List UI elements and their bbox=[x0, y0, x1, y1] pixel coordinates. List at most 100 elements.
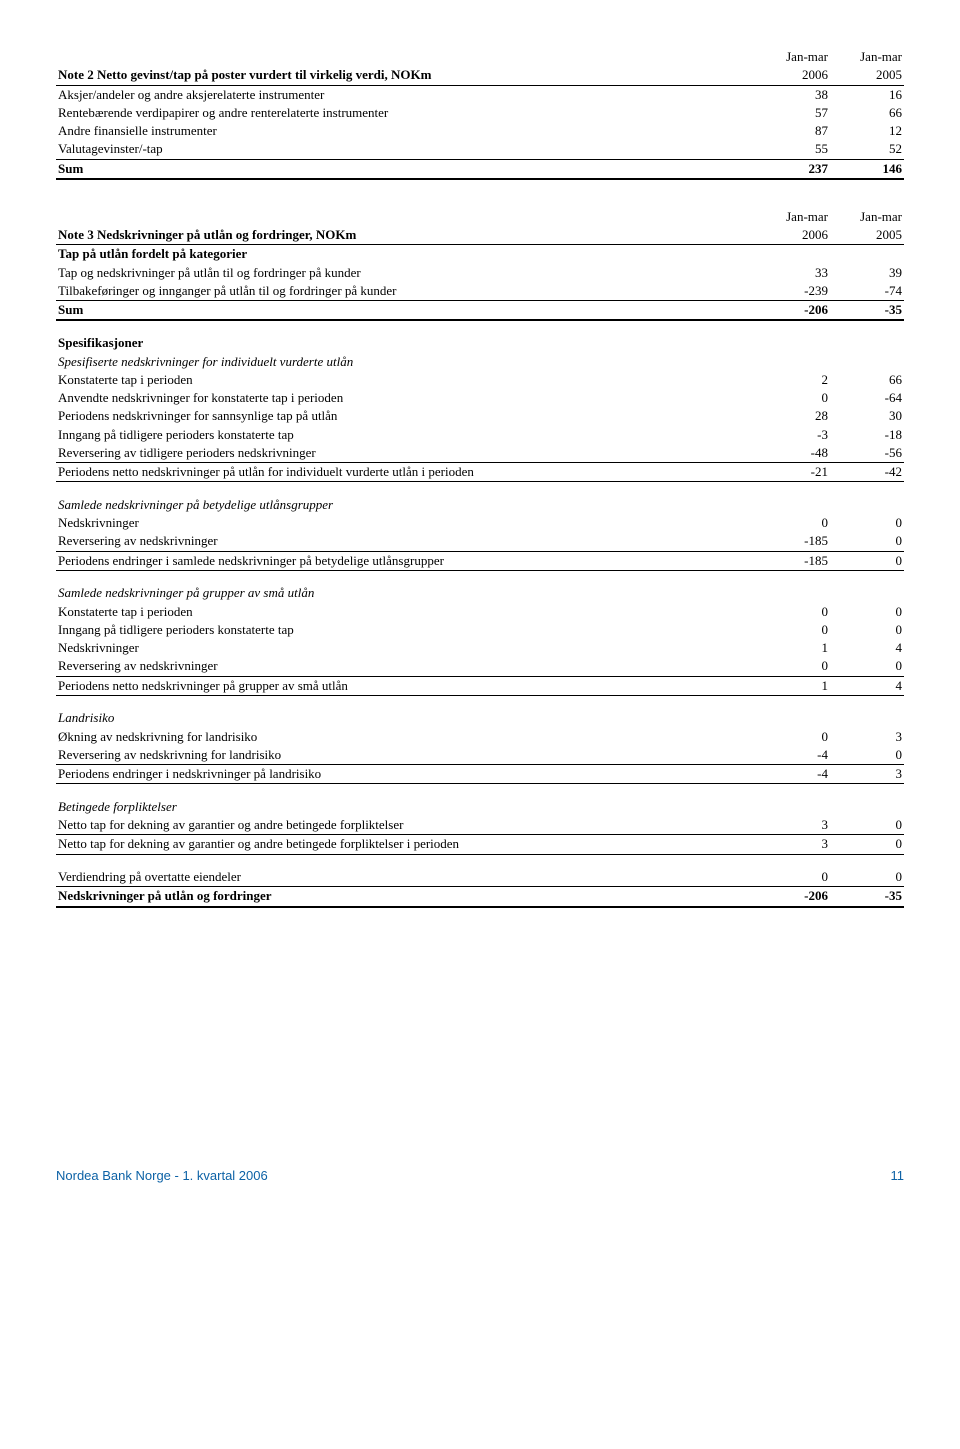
note3-table: Jan-mar Jan-mar Note 3 Nedskrivninger på… bbox=[56, 208, 904, 908]
year: 2005 bbox=[830, 226, 904, 245]
table-row: Netto tap for dekning av garantier og an… bbox=[56, 816, 904, 835]
final-value: -206 bbox=[756, 887, 830, 907]
final-row: Nedskrivninger på utlån og fordringer-20… bbox=[56, 887, 904, 907]
footer-page-number: 11 bbox=[891, 1168, 905, 1183]
table-row: Periodens nedskrivninger for sannsynlige… bbox=[56, 407, 904, 425]
table-row: Konstaterte tap i perioden00 bbox=[56, 603, 904, 621]
row-value: 0 bbox=[756, 389, 830, 407]
row-label: Konstaterte tap i perioden bbox=[56, 603, 756, 621]
table-row: Reversering av nedskrivninger-1850 bbox=[56, 532, 904, 551]
row-value: -4 bbox=[756, 765, 830, 784]
subtotal-row: Netto tap for dekning av garantier og an… bbox=[56, 835, 904, 854]
row-value: 66 bbox=[830, 104, 904, 122]
row-value: -64 bbox=[830, 389, 904, 407]
col-header: Jan-mar bbox=[830, 48, 904, 66]
row-value: 0 bbox=[756, 657, 830, 676]
row-label: Tap og nedskrivninger på utlån til og fo… bbox=[56, 264, 756, 282]
table-row: Reversering av nedskrivninger00 bbox=[56, 657, 904, 676]
table-row: Tilbakeføringer og innganger på utlån ti… bbox=[56, 282, 904, 301]
sum-label: Sum bbox=[56, 159, 756, 179]
table-row: Inngang på tidligere perioders konstater… bbox=[56, 621, 904, 639]
sum-value: -35 bbox=[830, 301, 904, 321]
row-value: -42 bbox=[830, 463, 904, 482]
row-value: 0 bbox=[830, 746, 904, 765]
year: 2006 bbox=[756, 66, 830, 85]
table-row: Valutagevinster/-tap 55 52 bbox=[56, 140, 904, 159]
note2-table: Jan-mar Jan-mar Note 2 Netto gevinst/tap… bbox=[56, 48, 904, 180]
row-value: 33 bbox=[756, 264, 830, 282]
row-value: 28 bbox=[756, 407, 830, 425]
row-value: 39 bbox=[830, 264, 904, 282]
row-value: -18 bbox=[830, 426, 904, 444]
row-label: Periodens netto nedskrivninger på gruppe… bbox=[56, 676, 756, 695]
row-value: 66 bbox=[830, 371, 904, 389]
row-label: Økning av nedskrivning for landrisiko bbox=[56, 728, 756, 746]
final-label: Nedskrivninger på utlån og fordringer bbox=[56, 887, 756, 907]
subtotal-row: Periodens netto nedskrivninger på gruppe… bbox=[56, 676, 904, 695]
row-value: 3 bbox=[830, 728, 904, 746]
row-value: -74 bbox=[830, 282, 904, 301]
row-label: Netto tap for dekning av garantier og an… bbox=[56, 816, 756, 835]
row-value: 30 bbox=[830, 407, 904, 425]
row-value: 0 bbox=[756, 514, 830, 532]
row-label: Reversering av nedskrivninger bbox=[56, 657, 756, 676]
row-label: Nedskrivninger bbox=[56, 514, 756, 532]
row-value: -185 bbox=[756, 532, 830, 551]
spes-title: Spesifikasjoner bbox=[56, 334, 756, 352]
row-value: 0 bbox=[756, 868, 830, 887]
row-value: 0 bbox=[756, 603, 830, 621]
sum-label: Sum bbox=[56, 301, 756, 321]
row-value: -56 bbox=[830, 444, 904, 463]
col-header: Jan-mar bbox=[830, 208, 904, 226]
row-value: 55 bbox=[756, 140, 830, 159]
subhead-row: Tap på utlån fordelt på kategorier bbox=[56, 245, 904, 264]
row-value: 38 bbox=[756, 85, 830, 104]
row-label: Reversering av nedskrivninger bbox=[56, 532, 756, 551]
row-label: Konstaterte tap i perioden bbox=[56, 371, 756, 389]
row-value: -3 bbox=[756, 426, 830, 444]
row-value: 57 bbox=[756, 104, 830, 122]
sum-value: 237 bbox=[756, 159, 830, 179]
row-label: Andre finansielle instrumenter bbox=[56, 122, 756, 140]
row-label: Reversering av tidligere perioders nedsk… bbox=[56, 444, 756, 463]
row-value: 0 bbox=[830, 514, 904, 532]
row-label: Periodens endringer i nedskrivninger på … bbox=[56, 765, 756, 784]
row-label: Periodens nedskrivninger for sannsynlige… bbox=[56, 407, 756, 425]
row-value: 3 bbox=[756, 835, 830, 854]
row-value: 0 bbox=[830, 551, 904, 570]
row-value: 0 bbox=[830, 835, 904, 854]
year: 2005 bbox=[830, 66, 904, 85]
sum-value: -206 bbox=[756, 301, 830, 321]
row-value: -239 bbox=[756, 282, 830, 301]
spes2-title: Samlede nedskrivninger på betydelige utl… bbox=[56, 496, 756, 514]
row-value: 3 bbox=[830, 765, 904, 784]
page-footer: Nordea Bank Norge - 1. kvartal 2006 11 bbox=[56, 1168, 904, 1183]
row-value: 1 bbox=[756, 676, 830, 695]
sum-row: Sum 237 146 bbox=[56, 159, 904, 179]
col-header: Jan-mar bbox=[756, 48, 830, 66]
row-label: Anvendte nedskrivninger for konstaterte … bbox=[56, 389, 756, 407]
spes3-title: Samlede nedskrivninger på grupper av små… bbox=[56, 584, 756, 602]
final-value: -35 bbox=[830, 887, 904, 907]
row-value: 0 bbox=[756, 621, 830, 639]
table-row: Økning av nedskrivning for landrisiko03 bbox=[56, 728, 904, 746]
row-value: 1 bbox=[756, 639, 830, 657]
row-label: Netto tap for dekning av garantier og an… bbox=[56, 835, 756, 854]
row-value: 16 bbox=[830, 85, 904, 104]
land-title: Landrisiko bbox=[56, 709, 756, 727]
subtotal-row: Periodens endringer i nedskrivninger på … bbox=[56, 765, 904, 784]
table-row: Konstaterte tap i perioden266 bbox=[56, 371, 904, 389]
bet-title: Betingede forpliktelser bbox=[56, 798, 756, 816]
table-row: Rentebærende verdipapirer og andre rente… bbox=[56, 104, 904, 122]
subtotal-row: Periodens endringer i samlede nedskrivni… bbox=[56, 551, 904, 570]
row-value: 0 bbox=[756, 728, 830, 746]
subtotal-row: Periodens netto nedskrivninger på utlån … bbox=[56, 463, 904, 482]
table-row: Tap og nedskrivninger på utlån til og fo… bbox=[56, 264, 904, 282]
table-row: Anvendte nedskrivninger for konstaterte … bbox=[56, 389, 904, 407]
row-value: 12 bbox=[830, 122, 904, 140]
row-value: 0 bbox=[830, 532, 904, 551]
table-row: Reversering av tidligere perioders nedsk… bbox=[56, 444, 904, 463]
row-value: -185 bbox=[756, 551, 830, 570]
table-row: Verdiendring på overtatte eiendeler00 bbox=[56, 868, 904, 887]
row-label: Periodens endringer i samlede nedskrivni… bbox=[56, 551, 756, 570]
